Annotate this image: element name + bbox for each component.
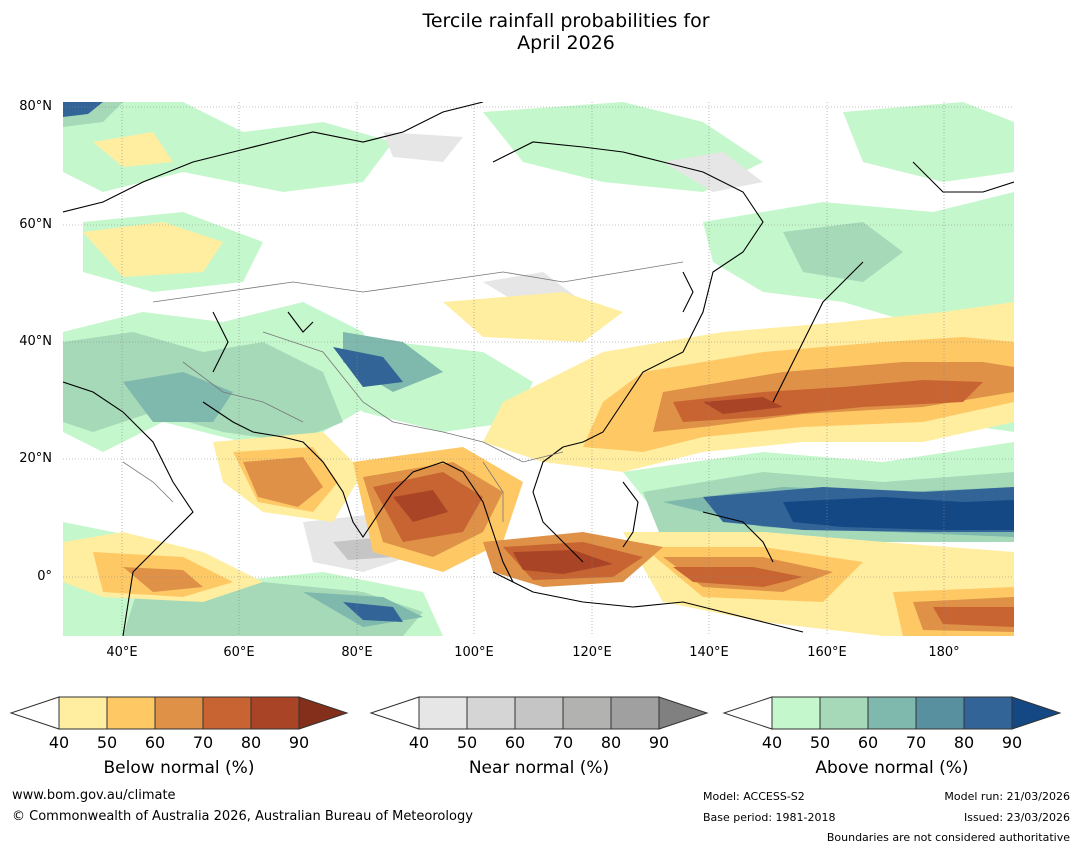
below-normal-colorbar-high-extension — [298, 696, 349, 730]
website-text: www.bom.gov.au/climate — [12, 788, 176, 803]
near-normal-colorbar-segment — [562, 696, 612, 730]
below-normal-colorbar-segment — [106, 696, 156, 730]
above-normal-colorbar-tick: 70 — [905, 733, 927, 752]
near-normal-colorbar-segment — [610, 696, 660, 730]
country-boundaries — [122, 261, 684, 522]
above-normal-colorbar-segment — [867, 696, 917, 730]
lat-label-40n: 40°N — [19, 334, 52, 349]
lon-label-180: 180° — [928, 645, 960, 660]
disclaimer-text: Boundaries are not considered authoritat… — [826, 831, 1070, 844]
colorbar-legend — [9, 696, 1062, 730]
below-normal-colorbar-tick: 50 — [96, 733, 118, 752]
below-normal-colorbar-low-extension — [9, 696, 60, 730]
above-normal-colorbar-segment — [963, 696, 1013, 730]
above-normal-colorbar-tick: 90 — [1001, 733, 1023, 752]
near-normal-colorbar-tick: 80 — [600, 733, 622, 752]
lon-label-140e: 140°E — [689, 645, 729, 660]
near-normal-colorbar-segment — [466, 696, 516, 730]
above-normal-extreme-regions — [783, 497, 1014, 530]
above-normal-colorbar-tick: 80 — [953, 733, 975, 752]
near-normal-colorbar-tick: 50 — [456, 733, 478, 752]
lon-label-60e: 60°E — [223, 645, 255, 660]
near-normal-colorbar-tick: 40 — [408, 733, 430, 752]
lon-label-40e: 40°E — [106, 645, 138, 660]
above-normal-colorbar-tick: 40 — [761, 733, 783, 752]
below-normal-colorbar-segment — [58, 696, 108, 730]
near-normal-colorbar-low-extension — [369, 696, 420, 730]
coastlines — [63, 102, 1014, 636]
below-normal-colorbar-tick: 70 — [192, 733, 214, 752]
near-normal-colorbar-title: Near normal (%) — [468, 758, 610, 778]
near-normal-colorbar-tick: 90 — [648, 733, 670, 752]
above-normal-colorbar-segment — [819, 696, 869, 730]
near-normal-colorbar-segment — [514, 696, 564, 730]
below-normal-colorbar-segment — [250, 696, 300, 730]
above-normal-colorbar-segment — [771, 696, 821, 730]
lon-label-80e: 80°E — [341, 645, 373, 660]
lat-label-0: 0° — [37, 569, 52, 584]
rainfall-probability-map — [63, 102, 1014, 636]
above-normal-colorbar-segment — [915, 696, 965, 730]
model-text: Model: ACCESS-S2 — [703, 790, 805, 803]
near-normal-colorbar-tick: 60 — [504, 733, 526, 752]
title-line-2: April 2026 — [517, 32, 615, 54]
base-period-text: Base period: 1981-2018 — [703, 811, 836, 824]
below-normal-colorbar-segment — [202, 696, 252, 730]
above-normal-colorbar-low-extension — [722, 696, 773, 730]
lon-label-160e: 160°E — [807, 645, 847, 660]
near-normal-colorbar-tick: 70 — [552, 733, 574, 752]
model-run-text: Model run: 21/03/2026 — [944, 790, 1070, 803]
graticule — [63, 102, 1014, 636]
above-normal-colorbar-tick: 50 — [809, 733, 831, 752]
lat-label-80n: 80°N — [19, 99, 52, 114]
lon-label-120e: 120°E — [572, 645, 612, 660]
above-normal-colorbar-high-extension — [1011, 696, 1062, 730]
title-line-1: Tercile rainfall probabilities for — [422, 10, 710, 32]
below-normal-colorbar-tick: 90 — [288, 733, 310, 752]
below-normal-colorbar-title: Below normal (%) — [103, 758, 255, 778]
above-normal-colorbar-title: Above normal (%) — [815, 758, 969, 778]
below-normal-colorbar-tick: 80 — [240, 733, 262, 752]
near-normal-colorbar-segment — [418, 696, 468, 730]
lat-label-60n: 60°N — [19, 217, 52, 232]
issued-text: Issued: 23/03/2026 — [963, 811, 1070, 824]
map-title: Tercile rainfall probabilities for April… — [0, 10, 1081, 54]
copyright-text: © Commonwealth of Australia 2026, Austra… — [12, 809, 473, 824]
below-normal-colorbar-tick: 40 — [48, 733, 70, 752]
near-normal-colorbar-high-extension — [658, 696, 709, 730]
below-normal-very-strong-regions — [393, 397, 783, 574]
lat-label-20n: 20°N — [19, 451, 52, 466]
above-normal-colorbar-tick: 60 — [857, 733, 879, 752]
below-normal-colorbar-tick: 60 — [144, 733, 166, 752]
below-normal-colorbar-segment — [154, 696, 204, 730]
lon-label-100e: 100°E — [454, 645, 494, 660]
